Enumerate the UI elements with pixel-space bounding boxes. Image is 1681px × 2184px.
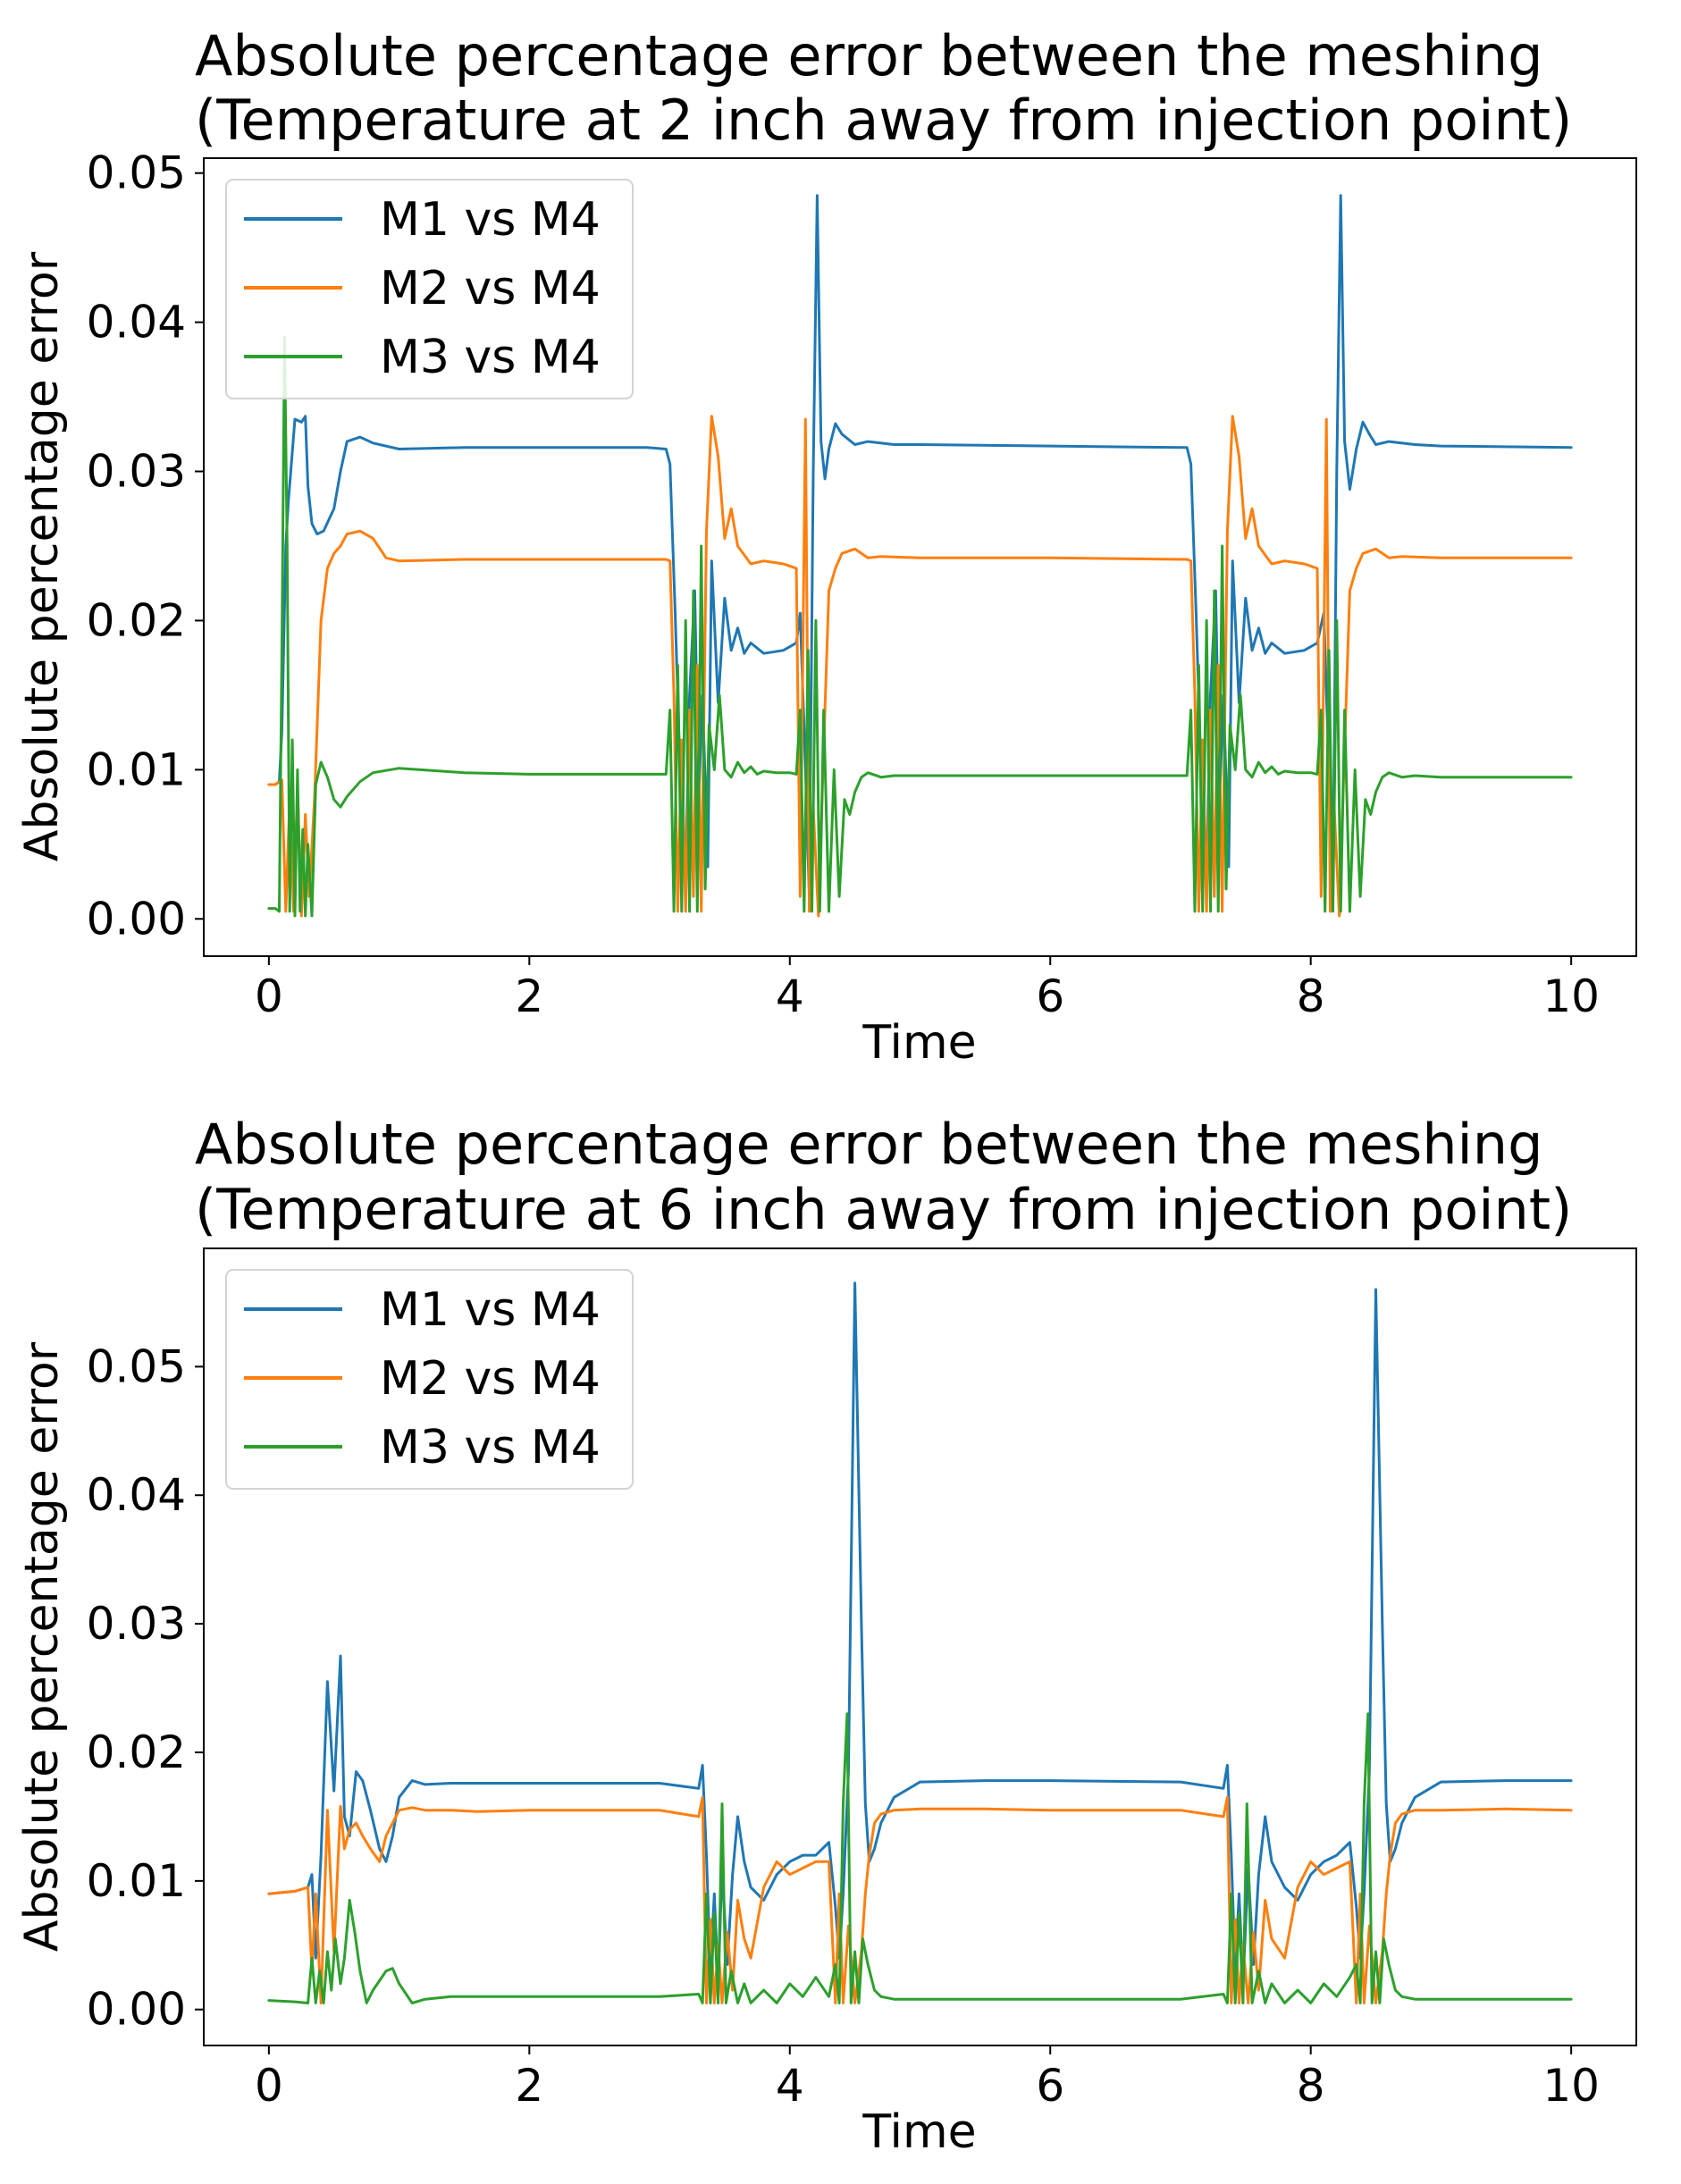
chart-1-legend-box [225, 179, 634, 399]
chart-1-x-axis-label: Time [862, 1016, 976, 1070]
chart-1-x-tick-label: 4 [776, 970, 804, 1022]
chart-2-legend-box [225, 1269, 634, 1490]
chart-2-y-tick-label: 0.04 [87, 1469, 186, 1521]
chart-1-x-tick-label: 8 [1297, 970, 1325, 1022]
chart-1-series-line-3 [267, 335, 1573, 918]
chart-panel-1: Absolute percentage error between the me… [15, 23, 1637, 1070]
chart-2-title-line-1: Absolute percentage error between the me… [195, 1112, 1542, 1177]
chart-1-y-tick-label: 0.03 [87, 446, 186, 498]
chart-1-plot-frame [203, 157, 1637, 957]
chart-2-plot-frame [203, 1247, 1637, 2046]
chart-2-title-line-2: (Temperature at 6 inch away from injecti… [195, 1177, 1572, 1242]
chart-1-y-tick-label: 0.02 [87, 594, 186, 646]
chart-2-y-tick-label: 0.05 [87, 1340, 186, 1392]
chart-1-y-tick-label: 0.04 [87, 297, 186, 349]
chart-1-legend-label-m3: M3 vs M4 [380, 331, 601, 384]
chart-2-x-tick-label: 8 [1297, 2060, 1325, 2112]
chart-2-legend-label-m1: M1 vs M4 [380, 1283, 601, 1337]
chart-1-legend: M1 vs M4 M2 vs M4 M3 vs M4 [225, 179, 634, 399]
chart-2-legend-label-m2: M2 vs M4 [380, 1352, 601, 1406]
chart-2-series-line-3 [267, 1712, 1573, 2004]
chart-panel-2: Absolute percentage error between the me… [15, 1112, 1637, 2159]
chart-1-series-line-2 [267, 415, 1573, 918]
chart-1-ticks: 0 2 4 6 8 10 0.00 0.01 0.02 0.03 0.04 0.05 [87, 147, 1600, 1022]
chart-2-x-axis-label: Time [862, 2105, 976, 2159]
chart-1-legend-label-m2: M2 vs M4 [380, 262, 601, 315]
chart-1-x-tick-label: 2 [515, 970, 543, 1022]
chart-2-x-tick-label: 2 [515, 2060, 543, 2112]
chart-2-x-tick-label: 10 [1542, 2060, 1600, 2112]
chart-2-x-tick-label: 6 [1036, 2060, 1064, 2112]
chart-2-y-tick-label: 0.01 [87, 1855, 186, 1907]
chart-2-legend-label-m3: M3 vs M4 [380, 1421, 601, 1474]
chart-2-y-tick-label: 0.02 [87, 1726, 186, 1778]
chart-1-x-tick-label: 6 [1036, 970, 1064, 1022]
chart-1-legend-label-m1: M1 vs M4 [380, 193, 601, 247]
chart-1-y-tick-label: 0.01 [87, 743, 186, 795]
chart-1-title-line-1: Absolute percentage error between the me… [195, 23, 1542, 88]
chart-1-y-tick-label: 0.05 [87, 147, 186, 199]
chart-1-x-tick-label: 0 [255, 970, 283, 1022]
chart-2-ticks: 0 2 4 6 8 10 0.00 0.01 0.02 0.03 0.04 0.05 [87, 1340, 1600, 2112]
chart-1-title-line-2: (Temperature at 2 inch away from injecti… [195, 88, 1572, 153]
chart-2-y-tick-label: 0.00 [87, 1984, 186, 2036]
chart-2-legend: M1 vs M4 M2 vs M4 M3 vs M4 [225, 1269, 634, 1490]
chart-2-y-tick-label: 0.03 [87, 1598, 186, 1650]
chart-1-y-axis-label: Absolute percentage error [15, 251, 69, 861]
chart-2-y-axis-label: Absolute percentage error [15, 1341, 69, 1952]
chart-2-x-tick-label: 0 [255, 2060, 283, 2112]
chart-1-series-line-1 [267, 194, 1573, 898]
chart-1-series-lines [267, 194, 1573, 918]
chart-1-x-tick-label: 10 [1542, 970, 1600, 1022]
chart-2-series-lines [267, 1281, 1573, 2004]
chart-2-x-tick-label: 4 [776, 2060, 804, 2112]
chart-1-y-tick-label: 0.00 [87, 893, 186, 945]
